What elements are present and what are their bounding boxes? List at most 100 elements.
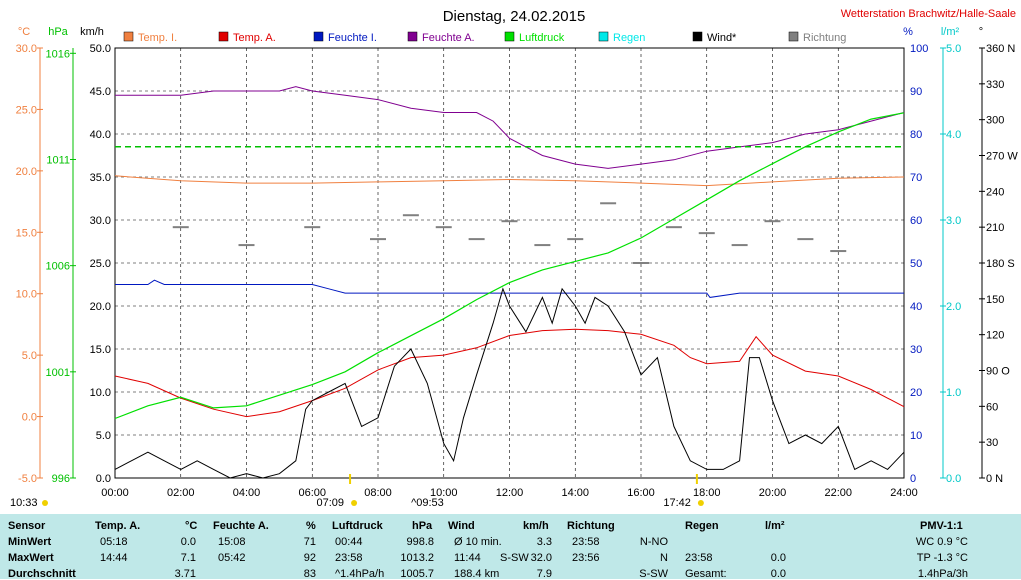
legend-label-5: Regen bbox=[613, 32, 645, 44]
marker-label-2: ^09:53 bbox=[411, 497, 444, 509]
stat-0-dir_t: 23:58 bbox=[572, 536, 600, 548]
axis-label-dir_ticks-0: 360 N bbox=[986, 43, 1015, 55]
x-tick-label-12: 24:00 bbox=[890, 487, 918, 499]
unit-wind: km/h bbox=[80, 26, 104, 38]
x-tick-label-1: 02:00 bbox=[167, 487, 195, 499]
x-tick-label-7: 14:00 bbox=[561, 487, 589, 499]
axis-label-wind_ticks-2: 40.0 bbox=[90, 129, 111, 141]
legend-swatch-7 bbox=[788, 31, 799, 42]
dir-dash-14 bbox=[731, 244, 748, 247]
axis-label-wind_ticks-4: 30.0 bbox=[90, 215, 111, 227]
stats-panel: Sensor Temp. A. °C Feuchte A. % Luftdruc… bbox=[0, 514, 1021, 580]
unit-hum: % bbox=[903, 26, 913, 38]
axis-label-temp_ticks-4: 10.0 bbox=[16, 289, 37, 301]
axis-label-hum_ticks-7: 30 bbox=[910, 344, 922, 356]
dir-dash-5 bbox=[435, 226, 452, 229]
stat-1-pmv: TP -1.3 °C bbox=[916, 552, 968, 564]
stat-2-rain_v: 0.0 bbox=[770, 568, 786, 580]
legend-label-7: Richtung bbox=[803, 32, 846, 44]
axis-label-rain_ticks-2: 3.0 bbox=[946, 215, 961, 227]
legend-label-6: Wind* bbox=[707, 32, 737, 44]
stats-header-pmv: PMV-1:1 bbox=[920, 520, 963, 532]
dir-dash-3 bbox=[370, 238, 386, 241]
stat-2-pmv: 1.4hPa/3h bbox=[917, 568, 968, 580]
stat-1-wind_v: 32.0 bbox=[530, 552, 552, 564]
axis-label-rain_ticks-5: 0.0 bbox=[946, 473, 961, 485]
axis-label-hum_ticks-2: 80 bbox=[910, 129, 922, 141]
axis-label-rain_ticks-0: 5.0 bbox=[946, 43, 961, 55]
stat-1-dir_v: N bbox=[660, 552, 668, 564]
axis-label-dir_ticks-8: 120 bbox=[986, 330, 1004, 342]
axis-label-dir_ticks-6: 180 S bbox=[986, 258, 1015, 270]
axis-label-dir_ticks-2: 300 bbox=[986, 115, 1004, 127]
dir-dash-11 bbox=[633, 262, 649, 264]
axis-label-press_ticks-2: 1006 bbox=[46, 261, 70, 273]
legend: Temp. I. Temp. A. Feuchte I. Feuchte A. Luft… bbox=[123, 31, 846, 44]
x-tick-label-8: 16:00 bbox=[627, 487, 655, 499]
dir-dash-8 bbox=[534, 244, 551, 247]
axis-label-wind_ticks-0: 50.0 bbox=[90, 43, 111, 55]
stats-header-rain-unit: l/m² bbox=[765, 520, 785, 532]
marker-dot-1 bbox=[351, 500, 358, 506]
axis-label-dir_ticks-7: 150 bbox=[986, 294, 1004, 306]
axis-label-wind_ticks-6: 20.0 bbox=[90, 301, 111, 313]
axis-label-temp_ticks-5: 5.0 bbox=[22, 350, 37, 362]
stat-2-temp_v: 3.71 bbox=[174, 568, 196, 580]
dir-dash-17 bbox=[830, 250, 847, 253]
axis-label-dir_ticks-4: 240 bbox=[986, 186, 1004, 198]
stat-0-label: MinWert bbox=[8, 536, 52, 548]
legend-swatch-4 bbox=[504, 31, 515, 42]
axis-label-hum_ticks-10: 0 bbox=[910, 473, 916, 485]
dir-dash-13 bbox=[698, 232, 715, 235]
legend-label-3: Feuchte A. bbox=[422, 32, 475, 44]
stat-1-wind_m: S-SW bbox=[500, 552, 529, 564]
axis-label-temp_ticks-7: -5.0 bbox=[18, 473, 37, 485]
stat-0-temp_t: 05:18 bbox=[100, 536, 128, 548]
legend-swatch-1 bbox=[218, 31, 229, 42]
stats-header-wind-unit: km/h bbox=[523, 520, 549, 532]
x-tick-label-5: 10:00 bbox=[430, 487, 458, 499]
axes: 30.0 25.0 20.0 15.0 10.0 5.0 0.0 -5.0 1016 1011 10… bbox=[16, 43, 1019, 499]
stat-2-wind_t: 188.4 km bbox=[454, 568, 500, 580]
legend-label-4: Luftdruck bbox=[519, 32, 565, 44]
station-name: Wetterstation Brachwitz/Halle-Saale bbox=[841, 8, 1016, 20]
stat-0-temp_v: 0.0 bbox=[180, 536, 196, 548]
axis-label-hum_ticks-1: 90 bbox=[910, 86, 922, 98]
axis-label-wind_ticks-10: 0.0 bbox=[96, 473, 111, 485]
stats-header-temp-unit: °C bbox=[185, 520, 198, 532]
stat-0-hum_v: 71 bbox=[303, 536, 316, 548]
stat-1-hum_t: 05:42 bbox=[218, 552, 246, 564]
stats-header-temp: Temp. A. bbox=[95, 520, 141, 532]
stats-header-hum-unit: % bbox=[306, 520, 316, 532]
weather-chart: Dienstag, 24.02.2015 Wetterstation Brach… bbox=[10, 8, 1019, 509]
x-tick-label-6: 12:00 bbox=[496, 487, 524, 499]
axis-label-rain_ticks-4: 1.0 bbox=[946, 387, 961, 399]
stat-0-wind_t: Ø 10 min. bbox=[454, 536, 502, 548]
stat-1-press_t: 23:58 bbox=[335, 552, 363, 564]
axis-label-press_ticks-1: 1011 bbox=[46, 154, 70, 166]
axis-label-hum_ticks-5: 50 bbox=[910, 258, 922, 270]
axis-label-rain_ticks-3: 2.0 bbox=[946, 301, 961, 313]
marker-dot-3 bbox=[697, 500, 704, 506]
series-line-0 bbox=[114, 175, 905, 187]
dir-dash-9 bbox=[567, 238, 584, 241]
dir-dash-10 bbox=[600, 202, 617, 205]
marker-label-3: 17:42 bbox=[663, 497, 691, 509]
stat-2-dir_v: S-SW bbox=[639, 568, 668, 580]
axis-label-dir_ticks-11: 30 bbox=[986, 437, 998, 449]
x-tick-label-0: 00:00 bbox=[101, 487, 129, 499]
legend-swatch-0 bbox=[123, 31, 134, 42]
unit-press: hPa bbox=[48, 26, 68, 38]
marker-dot-0 bbox=[42, 500, 48, 506]
unit-rain: l/m² bbox=[941, 26, 960, 38]
stat-1-temp_t: 14:44 bbox=[100, 552, 128, 564]
legend-swatch-6 bbox=[692, 31, 703, 42]
axis-label-wind_ticks-8: 10.0 bbox=[90, 387, 111, 399]
stat-1-dir_t: 23:56 bbox=[572, 552, 600, 564]
stat-2-hum_v: 83 bbox=[303, 568, 316, 580]
stats-header-press: Luftdruck bbox=[332, 520, 383, 532]
stat-2-press_v: 1005.7 bbox=[400, 568, 434, 580]
axis-label-temp_ticks-6: 0.0 bbox=[22, 412, 37, 424]
stats-header-wind: Wind bbox=[448, 520, 475, 532]
x-tick-label-10: 20:00 bbox=[759, 487, 787, 499]
